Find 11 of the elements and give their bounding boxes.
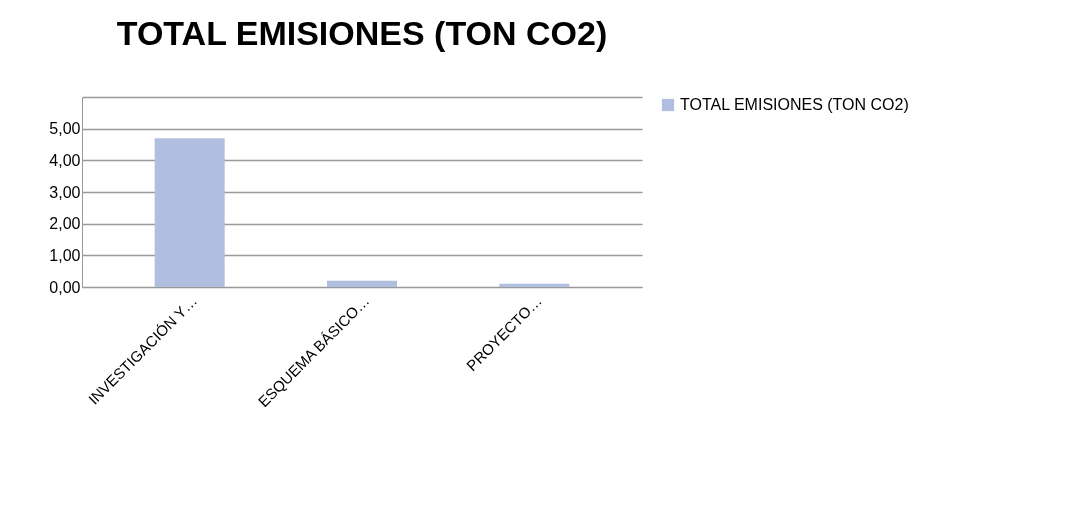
bar — [327, 280, 397, 287]
bar — [499, 283, 570, 287]
y-tick-label: 2,00 — [49, 215, 81, 233]
chart-title: TOTAL EMISIONES (TON CO2) — [116, 14, 608, 52]
bar — [154, 138, 225, 287]
y-tick-label: 1,00 — [49, 246, 81, 264]
y-tick-label: 0,00 — [49, 278, 81, 296]
y-tick-label: 3,00 — [49, 183, 81, 201]
y-tick-label: 4,00 — [49, 151, 81, 169]
legend-label: TOTAL EMISIONES (TON CO2) — [680, 96, 909, 113]
y-tick-label: 5,00 — [49, 120, 81, 138]
